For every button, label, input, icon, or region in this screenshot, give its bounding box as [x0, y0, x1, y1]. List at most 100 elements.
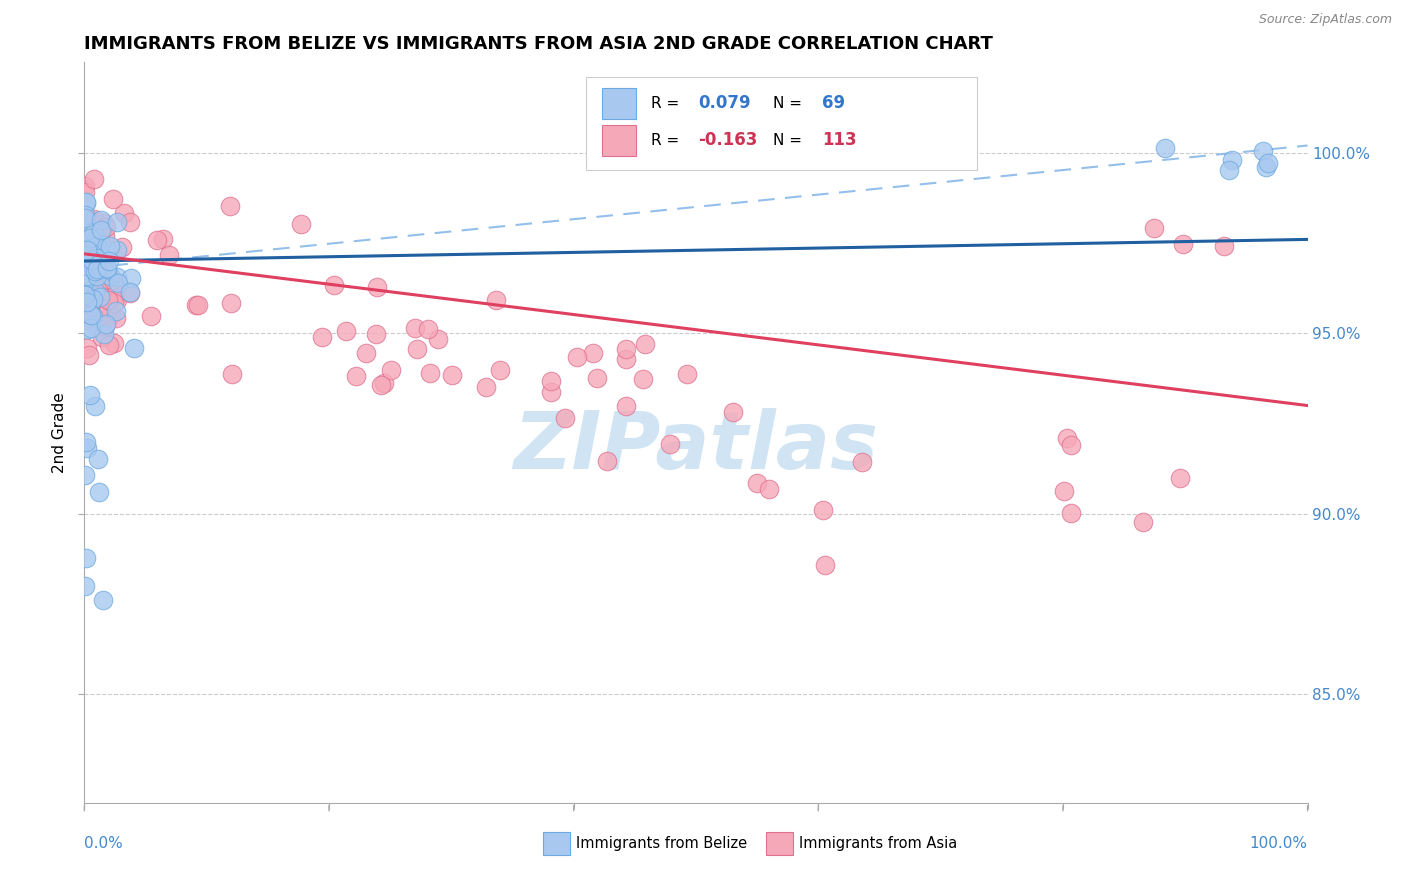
Point	[73, 281, 96, 295]
FancyBboxPatch shape	[602, 87, 636, 119]
Point	[91, 330, 114, 344]
Point	[426, 332, 449, 346]
Point	[73, 209, 96, 223]
Point	[90, 213, 112, 227]
Point	[124, 341, 146, 355]
Point	[82, 309, 104, 323]
Point	[91, 593, 114, 607]
Point	[474, 380, 496, 394]
Point	[105, 304, 128, 318]
Point	[811, 502, 834, 516]
Point	[1254, 160, 1277, 174]
Point	[76, 294, 98, 309]
Point	[76, 274, 98, 288]
Point	[86, 268, 108, 283]
Point	[87, 262, 110, 277]
Point	[586, 371, 609, 385]
Text: ZIPatlas: ZIPatlas	[513, 409, 879, 486]
Point	[87, 451, 110, 466]
Point	[83, 234, 105, 248]
Point	[105, 215, 128, 229]
Point	[96, 219, 118, 234]
Point	[80, 250, 103, 264]
Point	[373, 376, 395, 391]
Text: 0.079: 0.079	[699, 95, 751, 112]
Point	[89, 260, 111, 274]
Point	[77, 259, 100, 273]
Point	[565, 350, 588, 364]
Point	[82, 216, 104, 230]
Point	[97, 293, 120, 307]
Point	[659, 436, 682, 450]
Point	[98, 269, 121, 284]
Y-axis label: 2nd Grade: 2nd Grade	[52, 392, 67, 473]
Point	[758, 482, 780, 496]
Point	[100, 309, 122, 323]
Point	[80, 282, 103, 296]
Point	[614, 343, 637, 357]
Point	[80, 213, 103, 227]
Point	[79, 231, 101, 245]
Point	[90, 289, 112, 303]
Point	[323, 277, 346, 292]
Point	[73, 298, 96, 312]
Text: N =: N =	[773, 133, 807, 148]
Point	[83, 236, 105, 251]
Point	[87, 321, 110, 335]
Point	[186, 298, 208, 312]
Point	[97, 293, 120, 307]
Point	[103, 336, 125, 351]
Point	[96, 318, 118, 332]
Text: 0.0%: 0.0%	[84, 836, 124, 851]
Point	[1168, 471, 1191, 485]
Point	[76, 441, 98, 455]
Point	[745, 475, 768, 490]
Point	[73, 224, 96, 238]
FancyBboxPatch shape	[586, 78, 977, 169]
Point	[120, 271, 142, 285]
Point	[73, 258, 96, 272]
Point	[1142, 220, 1164, 235]
Point	[105, 244, 128, 258]
Point	[101, 273, 124, 287]
Point	[86, 261, 108, 276]
Point	[73, 579, 96, 593]
Point	[73, 211, 96, 225]
Point	[98, 338, 121, 352]
Point	[1220, 153, 1243, 168]
Point	[221, 367, 243, 381]
Point	[77, 349, 100, 363]
Text: IMMIGRANTS FROM BELIZE VS IMMIGRANTS FROM ASIA 2ND GRADE CORRELATION CHART: IMMIGRANTS FROM BELIZE VS IMMIGRANTS FRO…	[84, 35, 993, 53]
Point	[406, 342, 429, 356]
Point	[75, 435, 97, 450]
Point	[90, 237, 112, 252]
Point	[76, 250, 98, 264]
Point	[335, 324, 357, 338]
Point	[84, 264, 107, 278]
Point	[404, 321, 426, 335]
FancyBboxPatch shape	[543, 832, 569, 855]
Point	[82, 279, 104, 293]
Text: 100.0%: 100.0%	[1250, 836, 1308, 851]
Point	[86, 251, 108, 265]
Point	[96, 262, 118, 277]
Point	[614, 352, 637, 367]
Point	[1173, 237, 1195, 252]
Point	[105, 270, 128, 285]
Point	[120, 285, 142, 300]
Point	[83, 212, 105, 227]
Point	[152, 232, 174, 246]
Point	[77, 304, 100, 318]
Point	[79, 387, 101, 401]
Point	[80, 308, 103, 322]
Point	[86, 238, 108, 252]
Point	[118, 215, 141, 229]
Point	[73, 301, 96, 315]
Point	[75, 178, 97, 193]
Point	[139, 309, 162, 323]
Point	[631, 372, 654, 386]
Point	[97, 253, 120, 268]
Point	[80, 237, 103, 252]
Point	[90, 223, 112, 237]
Point	[107, 276, 129, 290]
